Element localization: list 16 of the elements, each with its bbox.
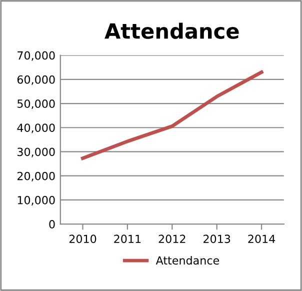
x-tick-label: 2014 — [248, 234, 276, 244]
y-tick-label: 0 — [49, 220, 55, 228]
line-series — [81, 70, 264, 160]
y-tick-label: 10,000 — [18, 196, 55, 206]
legend-label: Attendance — [156, 256, 220, 265]
y-tick-label: 60,000 — [17, 75, 55, 85]
y-tick-label: 20,000 — [17, 172, 55, 182]
x-tick-label: 2010 — [69, 234, 96, 244]
x-tick-label: 2013 — [204, 234, 230, 244]
y-tick-label: 70,000 — [18, 51, 55, 61]
x-tick-label: 2011 — [114, 234, 141, 244]
y-tick-label: 30,000 — [18, 148, 55, 158]
y-tick-label: 50,000 — [18, 99, 55, 110]
x-tick-label: 2012 — [158, 234, 186, 244]
chart-title: Attendance — [104, 22, 239, 39]
y-tick-label: 40,000 — [17, 124, 55, 134]
